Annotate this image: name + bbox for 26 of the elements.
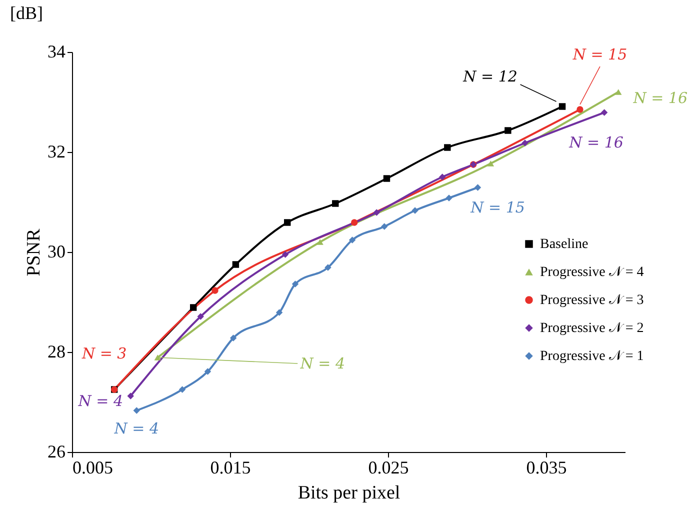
annotation: N = 4 (113, 420, 160, 438)
legend-label: Progressive 𝒩 = 1 (540, 349, 644, 364)
y-tick-label: 34 (48, 42, 66, 62)
x-tick-label: 0.035 (526, 458, 567, 478)
legend-label: Progressive 𝒩 = 2 (540, 321, 644, 336)
legend-label: Progressive 𝒩 = 4 (540, 265, 644, 280)
annotation: N = 4 (77, 392, 124, 410)
x-tick-label: 0.025 (368, 458, 409, 478)
x-tick-label: 0.005 (72, 458, 113, 478)
x-axis-title: Bits per pixel (298, 482, 400, 504)
annotation: N = 4 (299, 354, 346, 372)
annotation: N = 15 (572, 46, 628, 64)
annotation: N = 12 (462, 68, 518, 86)
legend-label: Progressive 𝒩 = 3 (540, 293, 644, 308)
annotation: N = 15 (470, 198, 525, 216)
y-tick-label: 30 (48, 242, 66, 262)
y-tick-label: 28 (48, 342, 66, 362)
annotation: N = 3 (80, 344, 127, 362)
x-tick-label: 0.015 (210, 458, 251, 478)
text: [dB] (10, 3, 43, 23)
y-axis-title: PSNR (24, 228, 44, 276)
annotation: N = 16 (632, 89, 688, 107)
y-tick-label: 32 (48, 142, 66, 162)
legend-label: Baseline (540, 237, 588, 252)
annotation: N = 16 (568, 134, 624, 152)
y-tick-label: 26 (48, 442, 66, 462)
